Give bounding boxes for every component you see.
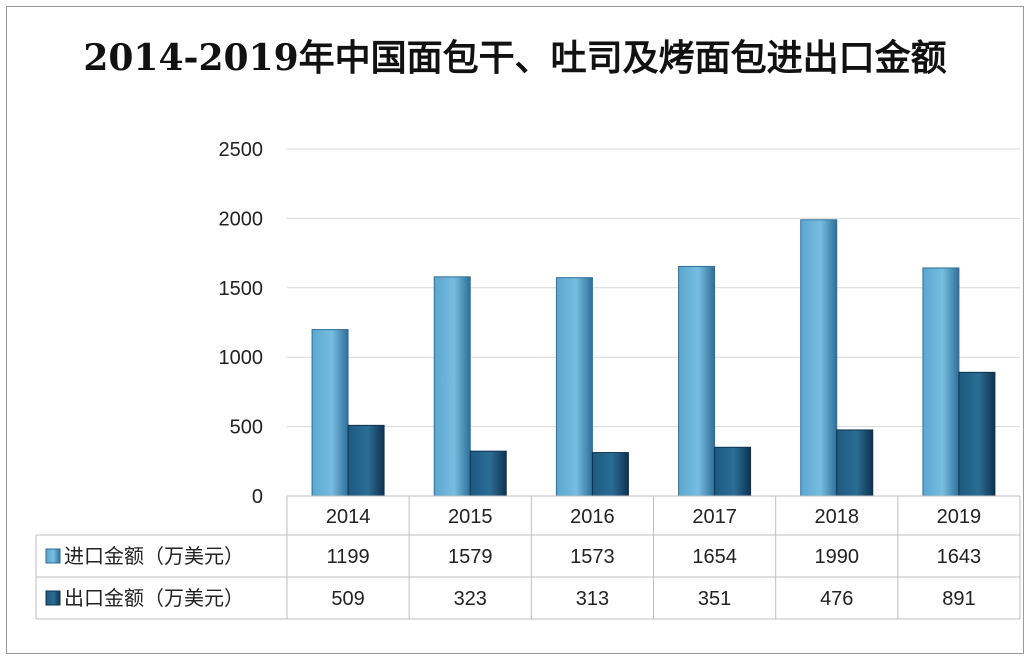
bar-import [311, 329, 349, 497]
bar-export [836, 429, 874, 497]
legend-key-import [45, 548, 61, 564]
data-label: 1579 [448, 546, 493, 568]
bar-import [555, 277, 593, 497]
data-label: 891 [942, 588, 975, 610]
data-label: 1990 [815, 546, 860, 568]
x-category-label: 2019 [937, 506, 982, 528]
bar-import [433, 276, 471, 497]
data-label: 1573 [570, 546, 615, 568]
legend-key-export [45, 590, 61, 606]
bar-export [714, 446, 752, 497]
data-label: 313 [576, 588, 609, 610]
x-category-label: 2018 [815, 506, 860, 528]
x-category-label: 2014 [326, 506, 371, 528]
data-label: 323 [454, 588, 487, 610]
bar-export [469, 450, 507, 497]
bar-import [678, 265, 716, 497]
legend-label-export: 出口金额（万美元） [64, 586, 244, 610]
y-tick-label: 2500 [219, 139, 264, 161]
chart-frame [6, 6, 1024, 654]
y-tick-label: 1000 [219, 347, 264, 369]
x-category-label: 2016 [570, 506, 615, 528]
bar-export [347, 424, 385, 497]
y-tick-label: 500 [230, 417, 263, 439]
data-label: 476 [820, 588, 853, 610]
data-label: 1643 [937, 546, 982, 568]
data-label: 1654 [692, 546, 737, 568]
y-tick-label: 1500 [219, 278, 264, 300]
data-label: 509 [331, 588, 364, 610]
y-tick-label: 2000 [219, 208, 264, 230]
bar-import [800, 219, 838, 497]
legend-label-import: 进口金额（万美元） [64, 544, 244, 568]
bar-export [958, 371, 996, 497]
chart-title: 2014-2019年中国面包干、吐司及烤面包进出口金额 [83, 37, 947, 79]
x-category-label: 2015 [448, 506, 493, 528]
bar-export [591, 452, 629, 497]
data-label: 1199 [327, 546, 370, 568]
x-category-label: 2017 [692, 506, 737, 528]
bar-import [922, 267, 960, 497]
data-label: 351 [698, 588, 731, 610]
y-tick-label: 0 [252, 486, 263, 508]
